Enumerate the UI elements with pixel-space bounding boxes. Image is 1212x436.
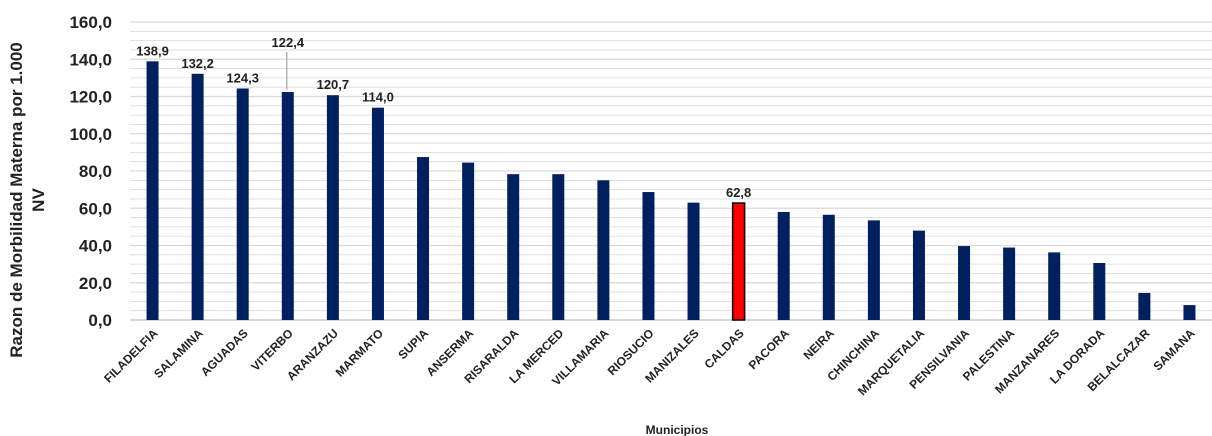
bar [371, 107, 384, 320]
bar [462, 162, 475, 320]
x-category-label: PACORA [746, 326, 792, 372]
y-tick-label: 80,0 [79, 162, 112, 181]
y-tick-labels: 0,0 20,0 40,0 60,0 80,0 100,0 120,0 140,0 160,0 [69, 13, 112, 330]
bar [958, 246, 971, 320]
bar [552, 174, 565, 320]
bars [146, 61, 1196, 321]
data-label: 122,4 [272, 35, 305, 50]
x-category-label: MARMATO [333, 326, 386, 379]
x-category-label: SAMANA [1150, 326, 1197, 373]
data-labels: 138,9 132,2 124,3 122,4 120,7 114,0 62,8 [136, 35, 751, 200]
bar [642, 192, 655, 320]
bar [417, 157, 430, 320]
bar [281, 92, 294, 320]
y-axis-title-line: Razon de Morbilidad Materna por 1.000 [7, 42, 26, 358]
bar [326, 95, 339, 320]
data-label: 62,8 [726, 185, 751, 200]
bar [191, 73, 204, 320]
y-axis-title: Razon de Morbilidad Materna por 1.000 NV [7, 42, 48, 358]
data-label: 124,3 [226, 70, 259, 85]
bar [912, 230, 925, 320]
x-axis-title: Municipios [646, 423, 709, 436]
bar [236, 88, 249, 321]
y-axis-title-line: NV [29, 188, 48, 212]
bar [1003, 247, 1016, 320]
y-tick-label: 20,0 [79, 274, 112, 293]
bar [1048, 252, 1061, 320]
bar [146, 61, 159, 321]
bar [1183, 305, 1196, 320]
y-tick-label: 0,0 [88, 311, 112, 330]
x-category-label: FILADELFIA [101, 326, 161, 386]
x-category-labels: FILADELFIASALAMINAAGUADASVITERBOARANZAZU… [101, 326, 1198, 398]
y-tick-label: 140,0 [69, 50, 112, 69]
data-label: 120,7 [317, 77, 350, 92]
gridlines [130, 21, 1212, 321]
x-category-label: SUPIA [395, 326, 431, 362]
x-category-label: CALDAS [701, 326, 746, 371]
bar-highlight [731, 202, 746, 321]
bar [867, 220, 880, 320]
x-category-label: AGUADAS [198, 326, 251, 379]
y-tick-label: 40,0 [79, 237, 112, 256]
y-tick-label: 160,0 [69, 13, 112, 32]
bar [777, 211, 790, 320]
bar [1138, 292, 1151, 320]
y-tick-label: 120,0 [69, 88, 112, 107]
x-category-label: SALAMINA [151, 326, 206, 381]
y-tick-label: 60,0 [79, 199, 112, 218]
x-category-label: VITERBO [248, 326, 296, 374]
data-label: 114,0 [362, 90, 394, 105]
x-category-label: NEIRA [801, 326, 838, 363]
y-tick-label: 100,0 [69, 125, 112, 144]
bar [597, 180, 610, 320]
bar [507, 174, 520, 320]
bar [1093, 263, 1106, 320]
data-label: 132,2 [181, 56, 214, 71]
bar [687, 202, 700, 320]
bar [822, 214, 835, 320]
data-label: 138,9 [136, 43, 169, 58]
